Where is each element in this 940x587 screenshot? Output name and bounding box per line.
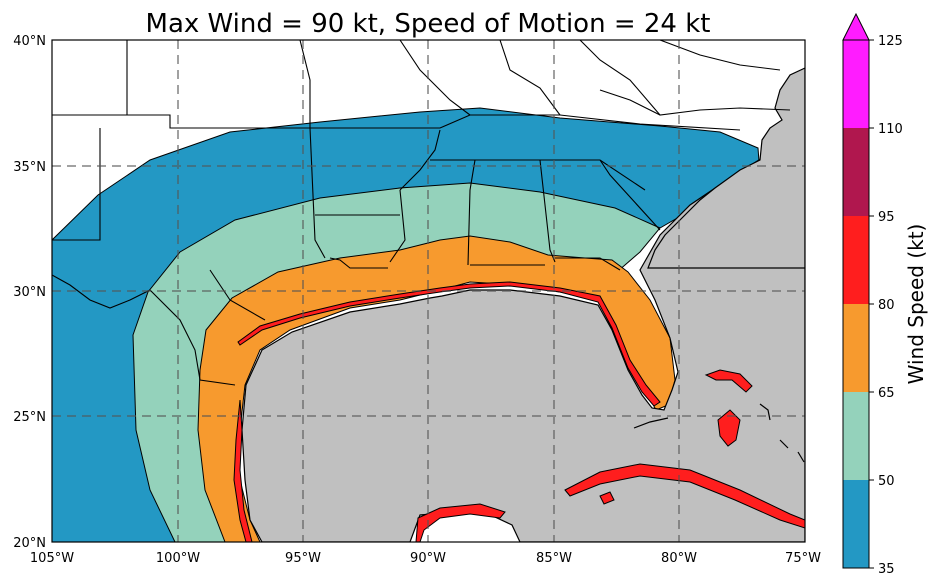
lat-tick-30: 30°N	[13, 285, 46, 300]
swath-80-95kt-gulfcoast	[237, 281, 661, 407]
atlantic-upper	[647, 67, 805, 269]
colorbar-tick-label-110: 110	[878, 122, 903, 137]
bahamas-andros	[717, 409, 741, 447]
colorbar-tick-label-95: 95	[878, 210, 895, 225]
colorbar: 35 50 65 80 95 110 125 Wind Speed (kt)	[842, 12, 928, 577]
colorbar-label: Wind Speed (kt)	[904, 224, 928, 385]
colorbar-bin-50-65	[843, 392, 869, 480]
bahamas-abaco	[704, 369, 753, 393]
lat-tick-40: 40°N	[13, 34, 46, 49]
lon-tick-80w: 80°W	[661, 551, 697, 566]
lon-tick-85w: 85°W	[536, 551, 572, 566]
colorbar-bin-95-110	[843, 128, 869, 216]
colorbar-tick-label-65: 65	[878, 386, 895, 401]
colorbar-extend-arrow	[842, 12, 870, 41]
map-frame	[51, 39, 806, 543]
colorbar-bin-35-50	[843, 480, 869, 568]
state-borders	[52, 40, 791, 386]
colorbar-tick-label-80: 80	[878, 298, 895, 313]
swath-80-95kt-yucatan	[415, 503, 506, 542]
gridlines	[52, 40, 805, 542]
swath-80-95kt-cuba	[564, 463, 805, 529]
map-title: Max Wind = 90 kt, Speed of Motion = 24 k…	[146, 9, 711, 39]
colorbar-bin-80-95	[843, 216, 869, 304]
lat-tick-labels: 40°N 35°N 30°N 25°N 20°N	[13, 34, 46, 551]
lon-tick-75w: 75°W	[785, 551, 821, 566]
isle-of-youth	[599, 491, 615, 505]
lat-tick-35: 35°N	[13, 160, 46, 175]
bahamas-keys	[633, 403, 805, 463]
lon-tick-90w: 90°W	[410, 551, 446, 566]
lon-tick-105w: 105°W	[30, 551, 74, 566]
lon-tick-95w: 95°W	[285, 551, 321, 566]
colorbar-ticks: 35 50 65 80 95 110 125	[869, 34, 903, 577]
swath-80-95kt-texas	[233, 399, 253, 542]
lon-tick-labels: 105°W 100°W 95°W 90°W 85°W 80°W 75°W	[30, 551, 821, 566]
colorbar-bin-65-80	[843, 304, 869, 392]
colorbar-tick-label-35: 35	[878, 562, 895, 577]
colorbar-bins	[843, 40, 869, 568]
colorbar-bin-110-125	[843, 40, 869, 128]
lat-tick-20: 20°N	[13, 536, 46, 551]
lon-tick-100w: 100°W	[156, 551, 200, 566]
lat-tick-25: 25°N	[13, 410, 46, 425]
colorbar-tick-label-50: 50	[878, 474, 895, 489]
colorbar-tick-label-125: 125	[878, 34, 903, 49]
